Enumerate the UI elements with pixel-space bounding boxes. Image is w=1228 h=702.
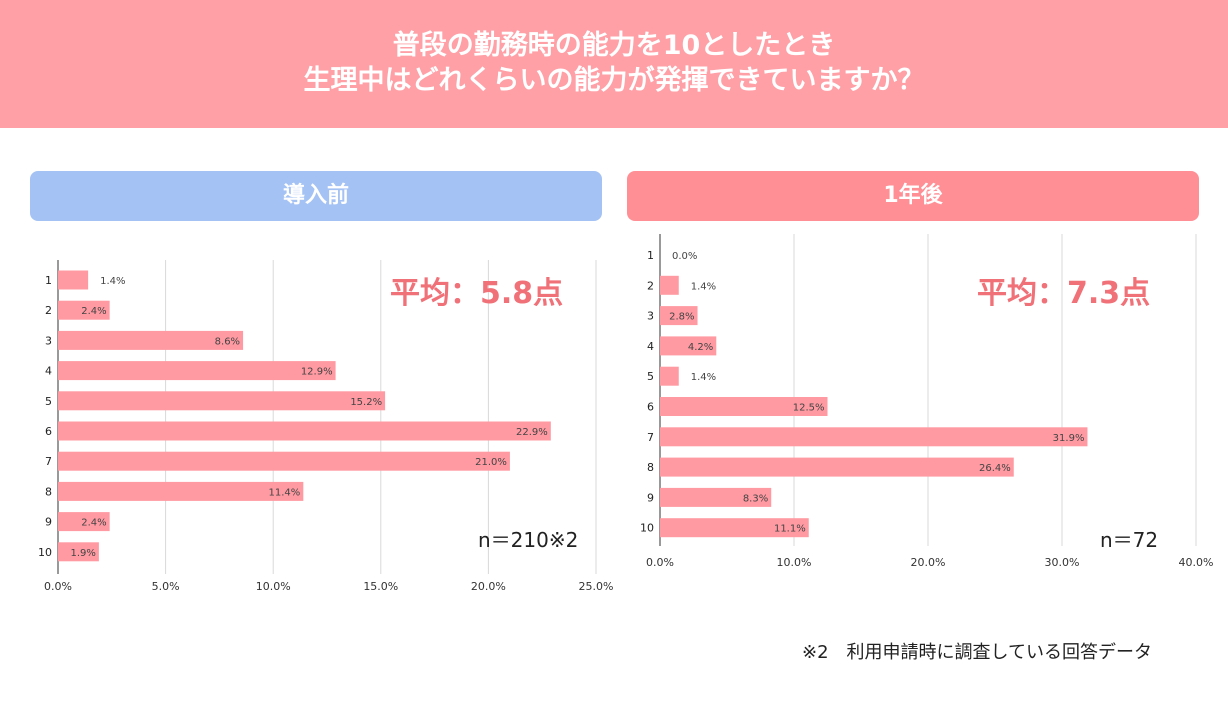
after-bar [660, 275, 679, 295]
before-category-label: 1 [45, 274, 52, 287]
sample-size-after: n＝72 [1100, 528, 1159, 552]
after-category-label: 1 [647, 249, 654, 262]
before-tick-label: 10.0% [256, 580, 291, 593]
after-category-label: 10 [640, 522, 654, 535]
after-category-label: 3 [647, 310, 654, 323]
before-bar [58, 421, 551, 441]
before-category-label: 2 [45, 304, 52, 317]
before-bar [58, 300, 110, 320]
before-data-label: 1.4% [100, 276, 125, 287]
chart-header: 普段の勤務時の能力を10としたとき 生理中はどれくらいの能力が発揮できていますか… [0, 0, 1228, 128]
after-data-label: 12.5% [793, 403, 825, 414]
after-bar [660, 366, 679, 386]
before-category-label: 8 [45, 485, 52, 498]
before-category-label: 4 [45, 365, 52, 378]
before-tick-label: 25.0% [579, 580, 614, 593]
after-data-label: 31.9% [1053, 433, 1085, 444]
after-category-label: 6 [647, 401, 654, 414]
before-data-label: 21.0% [475, 457, 507, 468]
before-tick-label: 5.0% [152, 580, 180, 593]
before-data-label: 22.9% [516, 427, 548, 438]
after-category-label: 7 [647, 431, 654, 444]
after-data-label: 0.0% [672, 251, 697, 262]
sample-size-before: n＝210※2 [478, 528, 579, 552]
footnote: ※2 利用申請時に調査している回答データ [802, 642, 1152, 663]
before-bar [58, 330, 244, 350]
after-data-label: 1.4% [691, 281, 716, 292]
after-bar [660, 397, 828, 416]
after-bar [660, 427, 1088, 447]
before-data-label: 11.4% [269, 487, 301, 498]
after-tick-label: 10.0% [777, 556, 812, 569]
header-title-line1: 普段の勤務時の能力を10としたとき [392, 30, 836, 61]
before-category-label: 10 [38, 546, 52, 559]
after-category-label: 5 [647, 370, 654, 383]
after-category-label: 8 [647, 461, 654, 474]
before-tick-label: 15.0% [363, 580, 398, 593]
after-bar [660, 306, 698, 326]
before-category-label: 9 [45, 516, 52, 529]
before-category-label: 5 [45, 395, 52, 408]
after-tick-label: 20.0% [911, 556, 946, 569]
before-bar [58, 451, 510, 471]
before-category-label: 7 [45, 455, 52, 468]
before-data-label: 15.2% [350, 397, 382, 408]
panel-title-after: 1年後 [627, 171, 1199, 221]
before-data-label: 12.9% [301, 367, 333, 378]
before-bar [58, 542, 99, 562]
before-category-label: 6 [45, 425, 52, 438]
after-data-label: 1.4% [691, 372, 716, 383]
before-tick-label: 20.0% [471, 580, 506, 593]
after-bar [660, 487, 772, 507]
after-data-label: 2.8% [669, 312, 694, 323]
chart-after: 0.0% 10.0% 20.0% 30.0% 40.0%1 0.0%2 1.4%3 2.8%4… [640, 234, 1214, 569]
after-data-label: 4.2% [688, 342, 713, 353]
average-after: 平均：7.3点 [977, 276, 1151, 311]
before-data-label: 8.6% [215, 336, 240, 347]
before-tick-label: 0.0% [44, 580, 72, 593]
after-tick-label: 40.0% [1179, 556, 1214, 569]
after-category-label: 9 [647, 491, 654, 504]
before-data-label: 2.4% [81, 306, 106, 317]
panel-title-before: 導入前 [30, 171, 602, 221]
after-data-label: 11.1% [774, 524, 806, 535]
chart-before: 0.0% 5.0% 10.0% 15.0% 20.0% 25.0%1 1.4%2 2.4%3 8… [38, 260, 614, 593]
average-before: 平均：5.8点 [390, 276, 564, 311]
before-bar [58, 481, 304, 501]
before-bar [58, 361, 336, 381]
after-category-label: 2 [647, 279, 654, 292]
before-bar [58, 391, 386, 411]
after-data-label: 26.4% [979, 463, 1011, 474]
after-data-label: 8.3% [743, 493, 768, 504]
after-tick-label: 0.0% [646, 556, 674, 569]
after-bar [660, 336, 717, 356]
after-bar [660, 457, 1014, 477]
before-data-label: 1.9% [70, 548, 95, 559]
before-bar [58, 270, 89, 290]
before-data-label: 2.4% [81, 518, 106, 529]
after-bar [660, 518, 809, 538]
before-category-label: 3 [45, 334, 52, 347]
header-title-line2: 生理中はどれくらいの能力が発揮できていますか？ [303, 65, 925, 96]
after-category-label: 4 [647, 340, 654, 353]
after-tick-label: 30.0% [1045, 556, 1080, 569]
before-bar [58, 512, 110, 532]
